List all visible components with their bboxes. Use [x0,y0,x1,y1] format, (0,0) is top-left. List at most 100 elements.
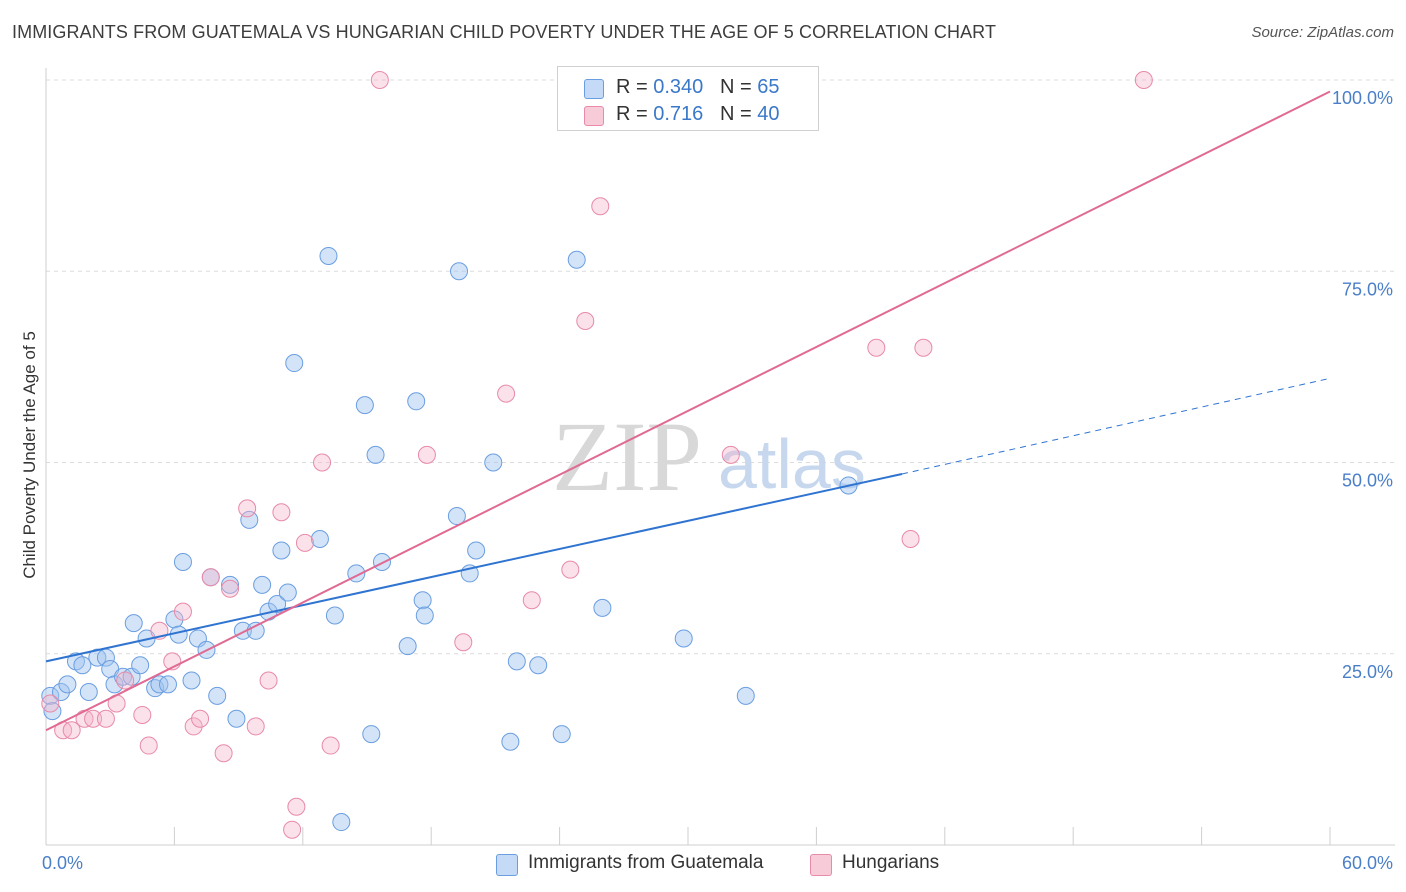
guatemala-trend-extension [901,377,1331,475]
hungarian-point [522,591,541,610]
hungarian-point [272,503,291,522]
hungarian-point [721,445,740,464]
guatemala-point [415,606,434,625]
x-tick-label: 60.0% [1342,853,1393,873]
y-tick-label: 25.0% [1342,662,1393,682]
legend-n-label: N = [719,76,752,98]
guatemala-point [240,510,259,529]
hungarian-point [283,820,302,839]
hungarian-point [139,736,158,755]
guatemala-point [253,575,272,594]
guatemala-point [325,606,344,625]
hungarian-point [84,709,103,728]
guatemala-point [268,595,287,614]
guatemala-point [173,552,192,571]
guatemala-point [227,709,246,728]
legend-r-label: R = [616,103,648,125]
hungarian-point [201,568,220,587]
guatemala-point [484,453,503,472]
hungarian-point [313,453,332,472]
guatemala-point [221,575,240,594]
hungarians-trend-line [45,90,1331,732]
guatemala-point [501,732,520,751]
bottom-legend-label-guatemala: Immigrants from Guatemala [528,852,764,873]
guatemala-point [450,262,469,281]
guatemala-point [372,552,391,571]
hungarian-point [41,694,60,713]
guatemala-point [355,396,374,415]
guatemala-point [362,725,381,744]
hungarian-point [133,705,152,724]
guatemala-point [51,683,70,701]
guatemala-point [447,507,466,526]
hungarian-point [321,736,340,755]
hungarian-point [116,671,135,690]
guatemala-point [43,702,62,721]
hungarian-point [246,717,265,736]
hungarian-point [287,797,306,816]
hungarian-point [914,338,933,357]
watermark: ZIP atlas [552,401,866,512]
hungarian-point [1134,71,1153,89]
legend-r-value-hungarians: 0.716 [653,103,704,125]
y-tick-label: 75.0% [1342,279,1393,299]
legend-n-value-hungarians: 40 [757,103,780,125]
tick-labels: 25.0% 50.0% 75.0% 100.0% 0.0% 60.0% [42,88,1393,873]
hungarian-point [591,197,610,216]
hungarian-point [184,717,203,736]
guatemala-point [366,445,385,464]
hungarian-point [221,579,240,598]
source-label: Source: ZipAtlas.com [1251,24,1394,41]
guatemala-point [310,530,329,548]
hungarian-point [867,338,886,357]
guatemala-point [467,541,486,560]
hungarian-point [295,533,314,552]
guatemala-point [182,671,201,690]
hungarian-point [417,445,436,464]
guatemala-point [285,354,304,373]
legend-n-label: N = [719,103,752,125]
guatemala-point [272,541,291,560]
hungarian-point [497,384,516,403]
legend-n-value-guatemala: 65 [757,76,780,98]
guatemala-point [158,675,177,694]
guatemala-point [41,686,60,705]
hungarian-point [238,499,257,518]
legend-swatch-guatemala [584,79,604,99]
guatemala-point [124,614,143,633]
hungarian-point [576,311,595,330]
hungarian-point [62,721,81,740]
guatemala-point [73,656,92,675]
x-tick-label: 0.0% [42,853,83,873]
y-tick-label: 50.0% [1342,471,1393,491]
guatemala-point [319,246,338,265]
y-axis-label: Child Poverty Under the Age of 5 [20,331,39,579]
guatemala-point [413,591,432,610]
guatemala-point [398,637,417,656]
guatemala-point [567,250,586,269]
legend-r-value-guatemala: 0.340 [653,76,704,98]
guatemala-trend-line [45,472,903,663]
hungarian-point [214,744,233,763]
hungarian-point [259,671,278,690]
guatemala-point [208,686,227,705]
gridlines [46,79,1395,655]
guatemala-point [552,725,571,744]
legend-swatch-hungarians [584,106,604,126]
hungarian-point [901,530,920,548]
hungarian-point [96,709,115,728]
correlation-legend: R = 0.340 N = 65 R = 0.716 N = 40 [557,66,819,131]
y-tick-label: 100.0% [1332,88,1393,108]
hungarian-point [454,633,473,652]
hungarian-point [191,709,210,728]
guatemala-point [507,652,526,671]
bottom-legend-label-hungarians: Hungarians [842,852,940,873]
bottom-legend-swatch-guatemala [496,854,518,876]
guatemala-point [278,583,297,602]
bottom-legend-swatch-hungarians [810,854,832,876]
guatemala-point [58,675,77,694]
axes [45,68,1395,846]
chart-title: IMMIGRANTS FROM GUATEMALA VS HUNGARIAN C… [12,22,997,42]
guatemala-point [593,598,612,617]
